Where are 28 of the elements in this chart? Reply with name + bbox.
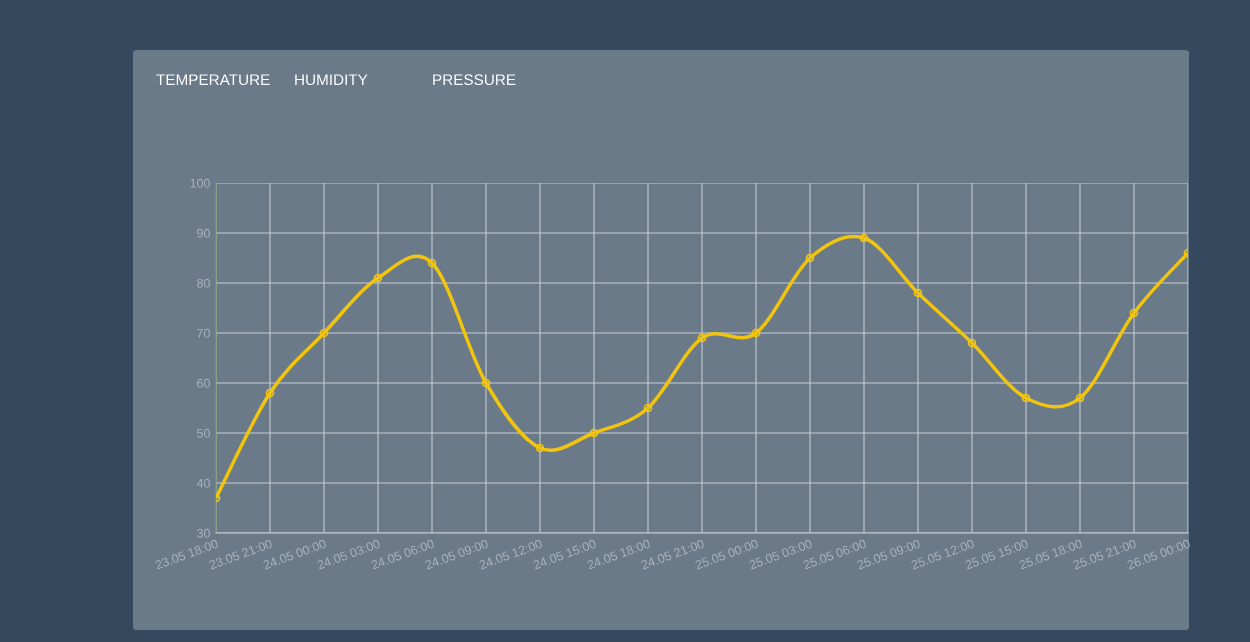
point xyxy=(481,378,491,388)
point xyxy=(319,328,329,338)
point xyxy=(643,403,653,413)
y-tick-label: 30 xyxy=(197,528,210,538)
point xyxy=(913,288,923,298)
y-tick-label: 100 xyxy=(190,178,210,188)
y-tick-label: 90 xyxy=(197,228,210,238)
point xyxy=(967,338,977,348)
point xyxy=(265,388,275,398)
point xyxy=(1075,393,1085,403)
text: TEMPERATURE xyxy=(156,74,270,86)
point xyxy=(1021,393,1031,403)
point xyxy=(589,428,599,438)
text: HUMIDITY xyxy=(295,74,368,86)
y-tick-label: 60 xyxy=(197,378,210,388)
y-tick-label: 70 xyxy=(197,328,210,338)
text: PRESSURE xyxy=(433,74,516,86)
point xyxy=(427,258,437,268)
point xyxy=(535,443,545,453)
point xyxy=(1129,308,1139,318)
point xyxy=(697,333,707,343)
y-tick-label: 80 xyxy=(197,278,210,288)
point xyxy=(859,233,869,243)
point xyxy=(373,273,383,283)
point xyxy=(751,328,761,338)
y-tick-label: 50 xyxy=(197,428,210,438)
point xyxy=(805,253,815,263)
y-tick-label: 40 xyxy=(196,478,210,488)
